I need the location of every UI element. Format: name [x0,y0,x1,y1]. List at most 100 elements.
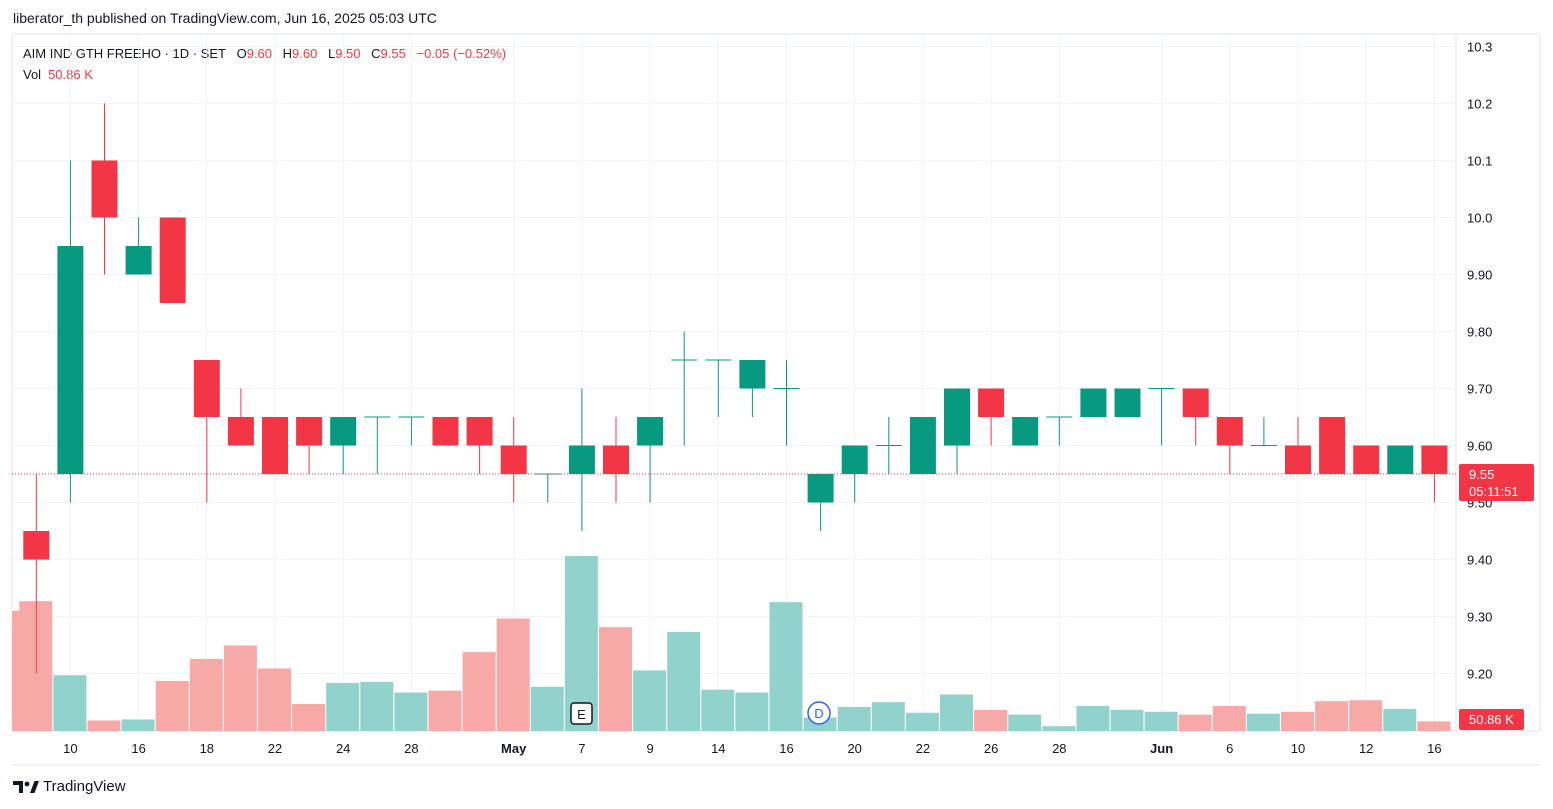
volume-bar [667,631,701,731]
x-tick-label: 16 [1427,741,1441,756]
candle-body [1285,445,1311,474]
candle-body [159,217,186,303]
tradingview-brand: TradingView [43,778,126,795]
earnings-marker-box [570,702,593,725]
volume-bar [258,668,291,731]
publish-info: liberator_th published on TradingView.co… [13,10,437,26]
x-tick-label: 9 [646,741,653,756]
y-tick-label: 10.3 [1467,40,1492,55]
volume-bar [189,658,223,731]
candle-body [637,417,664,446]
symbol-info: AIM IND GTH FREEHO · 1D · SET [23,46,226,61]
x-tick-label: 28 [1052,741,1066,756]
x-tick-label: 18 [200,741,214,756]
volume-bar [12,611,20,731]
x-tick-label: 6 [1226,741,1233,756]
x-tick-label: 7 [578,741,585,756]
candle-body [125,246,152,275]
volume-bar [462,652,496,731]
x-tick-label: 10 [1291,741,1305,756]
candle-body [739,360,766,389]
volume-bar [1178,714,1212,731]
earnings-marker-label: E [577,707,586,722]
volume-bar [1008,714,1042,731]
candle-body [603,445,629,474]
candle-body [978,388,1005,417]
candle-body [500,445,527,474]
x-tick-label: 26 [984,741,998,756]
y-tick-label: 10.1 [1467,154,1492,169]
y-tick-label: 9.70 [1467,382,1492,397]
x-tick-label: 22 [268,741,282,756]
candle-body [227,417,254,446]
volume-bar [394,692,428,731]
x-tick-label: 24 [336,741,350,756]
y-tick-label: 10.0 [1467,211,1492,226]
close-label: C [371,46,381,61]
volume-bar [1076,706,1110,731]
dividend-marker: D [807,701,831,725]
low-value: 9.50 [335,46,361,61]
volume-bar [53,675,87,731]
volume-bar [1144,711,1178,731]
candle-body [262,417,288,474]
volume-bar [1042,726,1076,731]
volume-bar [1417,721,1451,731]
candle-body [23,531,50,560]
x-tick-label: 16 [131,741,145,756]
volume-bar [905,712,939,731]
candle-body [944,388,970,446]
y-tick-label: 9.20 [1467,667,1492,682]
volume-bar [871,702,905,731]
y-tick-label: 10.2 [1467,97,1492,112]
y-tick-label: 9.60 [1467,439,1492,454]
volume-bar [292,704,326,731]
candle-body [1319,417,1346,474]
countdown-label: 05:11:51 [1469,484,1519,499]
volume-bar [1281,711,1314,731]
candle-body [568,445,595,474]
dividend-marker-label: D [814,706,823,721]
tradingview-logo-icon [13,780,39,793]
candle-body [1387,445,1414,474]
candle-body [432,417,459,446]
candle-body [841,445,868,474]
candle-body [1353,445,1380,474]
volume-bar [121,719,155,731]
last-volume-label: 50.86 K [1469,712,1514,727]
candle-body [57,246,84,474]
volume-bar [1212,706,1246,731]
candle-body [330,417,357,446]
candle-body [909,417,936,474]
high-value: 9.60 [292,46,318,61]
volume-bar [155,681,189,731]
candle-body [91,160,118,218]
volume-bar [735,692,769,731]
volume-bar [974,709,1008,731]
open-label: O [236,46,247,61]
x-tick-label: 28 [404,741,418,756]
volume-bar [223,645,257,731]
candle-body [296,417,323,446]
dividend-marker-circle [807,701,831,725]
close-value: 9.55 [380,46,406,61]
volume-bar [530,686,564,731]
candle-body [807,474,834,503]
volume-bar [1383,708,1417,731]
candle-body [1012,417,1039,446]
tradingview-footer: TradingView [13,778,126,795]
x-tick-label: May [501,741,527,756]
candle-body [1080,388,1107,417]
x-tick-label: 22 [916,741,930,756]
volume-bar [564,556,598,731]
open-value: 9.60 [246,46,273,61]
volume-bar [496,618,530,731]
x-tick-label: 16 [779,741,793,756]
volume-bar [769,602,803,731]
volume-bar [599,627,632,731]
candle-body [466,417,493,446]
volume-bar [360,681,394,731]
high-label: H [282,46,293,61]
volume-bar [940,694,973,731]
